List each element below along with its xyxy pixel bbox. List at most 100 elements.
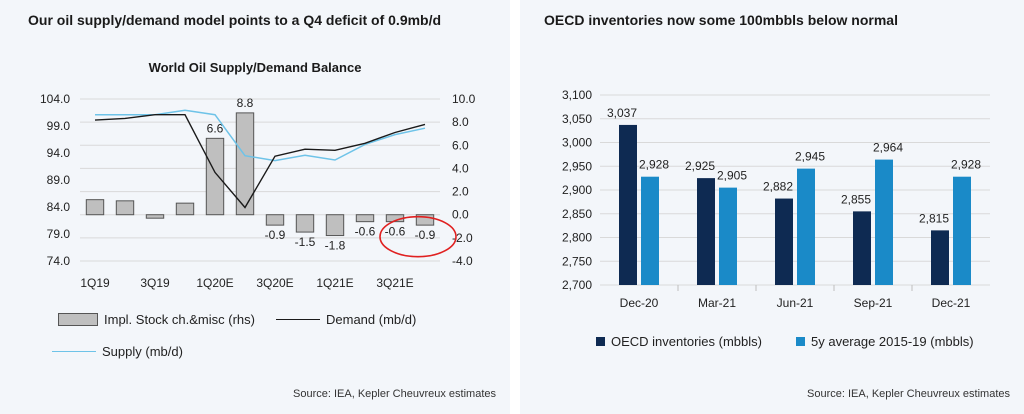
y-left-tick-label: 104.0 (40, 92, 70, 106)
y-tick-label: 2,800 (562, 231, 592, 245)
legend-supply-swatch (52, 351, 96, 352)
average-data-label: 2,945 (795, 150, 825, 164)
y-tick-label: 2,850 (562, 207, 592, 221)
stock-change-bar (175, 202, 195, 216)
x-tick-label: 3Q20E (256, 276, 293, 290)
supply-demand-chart: 74.0 79.0 84.0 89.0 94.0 99.0 104.0 -4.0 -2.0 0.0… (40, 92, 476, 290)
bar-data-label: 8.8 (237, 96, 254, 110)
stock-change-bar (295, 214, 315, 233)
y-right-tick-label: 6.0 (452, 138, 469, 152)
left-chart-title: World Oil Supply/Demand Balance (148, 60, 362, 75)
stock-change-bar (355, 214, 375, 223)
y-tick-label: 3,100 (562, 88, 592, 102)
legend-inventories: OECD inventories (mbbls) (596, 334, 762, 349)
legend-bar: Impl. Stock ch.&misc (rhs) (58, 312, 255, 327)
x-category-label: Sep-21 (854, 296, 893, 310)
stock-change-bar (205, 137, 225, 216)
y-tick-label: 3,000 (562, 136, 592, 150)
y-left-tick-label: 74.0 (47, 254, 71, 268)
y-right-tick-label: 2.0 (452, 185, 469, 199)
oecd-inventories-bar (931, 230, 949, 285)
stock-change-bar (115, 200, 135, 216)
oecd-inventories-bar (853, 211, 871, 285)
five-year-average-bar (953, 176, 971, 285)
right-source: Source: IEA, Kepler Cheuvreux estimates (807, 388, 1010, 400)
inventories-data-label: 2,882 (763, 180, 793, 194)
y-right-tick-label: 4.0 (452, 161, 469, 175)
bar-data-label: 6.6 (207, 121, 224, 135)
bar-data-label: -1.5 (295, 235, 316, 249)
bar-data-label: -0.6 (355, 225, 376, 239)
bar-data-label: -0.9 (415, 228, 436, 242)
legend-inventories-label: OECD inventories (mbbls) (611, 334, 762, 349)
y-left-tick-label: 99.0 (47, 119, 71, 133)
oecd-inventories-bar (697, 178, 715, 285)
demand-line (94, 114, 426, 209)
x-category-label: Dec-20 (620, 296, 659, 310)
x-category-label: Dec-21 (932, 296, 971, 310)
five-year-average-bar (641, 176, 659, 285)
x-tick-label: 3Q19 (140, 276, 170, 290)
y-left-tick-label: 89.0 (47, 173, 71, 187)
stock-change-bar (85, 199, 105, 216)
average-data-label: 2,964 (873, 141, 903, 155)
y-tick-label: 2,700 (562, 278, 592, 292)
stock-change-bar (415, 214, 435, 226)
y-left-tick-label: 79.0 (47, 227, 71, 241)
bar-data-label: -0.9 (265, 228, 286, 242)
stock-change-bar (145, 214, 165, 219)
average-data-label: 2,928 (639, 158, 669, 172)
left-source: Source: IEA, Kepler Cheuvreux estimates (293, 388, 496, 400)
y-tick-label: 2,750 (562, 254, 592, 268)
y-right-tick-label: -2.0 (452, 231, 473, 245)
left-headline: Our oil supply/demand model points to a … (28, 12, 442, 28)
x-category-label: Mar-21 (698, 296, 736, 310)
oecd-inventories-chart: 2,700 2,750 2,800 2,850 2,900 2,950 3,000 3,050… (562, 88, 990, 310)
y-right-tick-label: 0.0 (452, 208, 469, 222)
five-year-average-bar (719, 187, 737, 285)
y-right-tick-label: -4.0 (452, 254, 473, 268)
legend-bar-label: Impl. Stock ch.&misc (rhs) (104, 312, 255, 327)
y-right-tick-label: 8.0 (452, 115, 469, 129)
inventories-data-label: 2,855 (841, 192, 871, 206)
x-tick-label: 3Q21E (376, 276, 413, 290)
y-right-tick-label: 10.0 (452, 92, 476, 106)
stock-change-bar (265, 214, 285, 226)
stock-change-bar (325, 214, 345, 237)
legend-average: 5y average 2015-19 (mbbls) (796, 334, 974, 349)
bar-data-label: -0.6 (385, 225, 406, 239)
deficit-highlight-circle (379, 215, 457, 258)
inventories-data-label: 2,925 (685, 159, 715, 173)
y-left-tick-label: 84.0 (47, 200, 71, 214)
legend-supply-label: Supply (mb/d) (102, 344, 183, 359)
legend-average-label: 5y average 2015-19 (mbbls) (811, 334, 974, 349)
right-headline: OECD inventories now some 100mbbls below… (544, 12, 898, 28)
y-tick-label: 2,950 (562, 159, 592, 173)
average-data-label: 2,928 (951, 158, 981, 172)
y-tick-label: 2,900 (562, 183, 592, 197)
legend-demand-swatch (276, 319, 320, 320)
oecd-inventories-bar (619, 124, 637, 285)
average-data-label: 2,905 (717, 169, 747, 183)
stock-change-bar (235, 112, 255, 216)
inventories-data-label: 2,815 (919, 211, 949, 225)
legend-bar-swatch (58, 313, 98, 326)
legend-average-swatch (796, 337, 805, 346)
left-chart-panel: Our oil supply/demand model points to a … (0, 0, 510, 414)
x-category-label: Jun-21 (777, 296, 814, 310)
right-chart-panel: OECD inventories now some 100mbbls below… (520, 0, 1024, 414)
y-tick-label: 3,050 (562, 112, 592, 126)
inventories-data-label: 3,037 (607, 106, 637, 120)
bar-data-label: -1.8 (325, 239, 346, 253)
legend-supply: Supply (mb/d) (52, 344, 183, 359)
legend-demand-label: Demand (mb/d) (326, 312, 417, 327)
y-left-tick-label: 94.0 (47, 146, 71, 160)
supply-line (95, 109, 426, 162)
five-year-average-bar (875, 159, 893, 285)
legend-demand: Demand (mb/d) (276, 312, 416, 327)
x-tick-label: 1Q19 (80, 276, 110, 290)
oecd-inventories-bar (775, 198, 793, 285)
legend-inventories-swatch (596, 337, 605, 346)
x-tick-label: 1Q21E (316, 276, 353, 290)
five-year-average-bar (797, 168, 815, 285)
